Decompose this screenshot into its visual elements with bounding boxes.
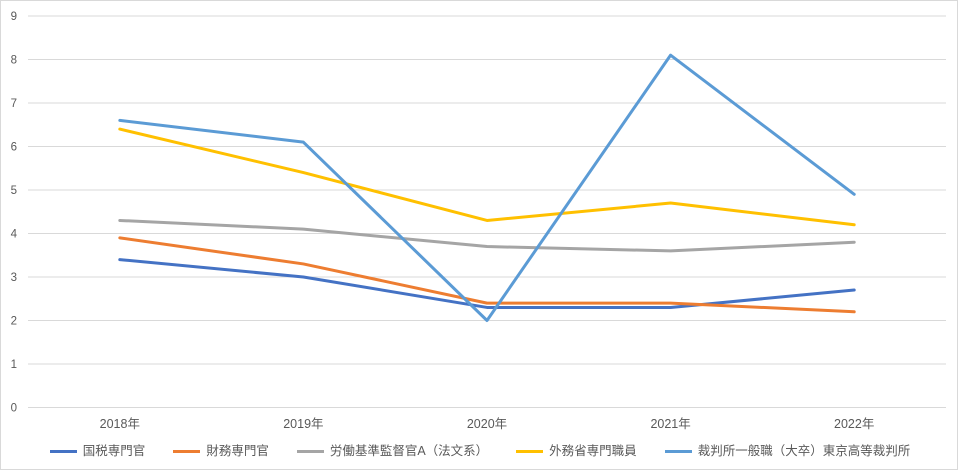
series-line-4	[118, 53, 856, 322]
x-axis-tick-label: 2019年	[283, 417, 323, 431]
legend-swatch-icon	[49, 449, 77, 453]
x-axis-tick-label: 2021年	[650, 417, 690, 431]
chart-legend: 国税専門官 財務専門官 労働基準監督官A（法文系） 外務省専門職員 裁判所一般職（大卒）…	[1, 441, 959, 461]
x-axis-tick-label: 2020年	[467, 417, 507, 431]
legend-item-1: 財務専門官	[173, 445, 269, 458]
legend-swatch-icon	[516, 449, 544, 453]
legend-item-4: 裁判所一般職（大卒）東京高等裁判所	[664, 443, 911, 458]
y-axis-tick-label: 9	[11, 11, 17, 23]
y-axis-tick-label: 1	[11, 359, 17, 371]
legend-label: 外務省専門職員	[549, 443, 637, 458]
series-line-2	[118, 218, 856, 253]
y-axis-tick-label: 7	[11, 98, 17, 110]
series-line-1	[118, 236, 856, 314]
y-axis-tick-label: 8	[11, 55, 17, 67]
legend-swatch-icon	[173, 449, 201, 453]
y-axis-tick-label: 2	[11, 316, 17, 328]
legend-label: 国税専門官	[82, 443, 146, 458]
y-axis-tick-label: 5	[11, 185, 17, 197]
y-axis-tick-label: 0	[11, 403, 17, 415]
legend-item-0: 国税専門官	[49, 443, 146, 458]
y-axis-tick-label: 4	[11, 229, 18, 241]
y-axis-tick-label: 3	[11, 272, 17, 284]
legend-item-3: 外務省専門職員	[516, 445, 637, 458]
legend-swatch-icon	[664, 449, 692, 453]
legend-label: 労働基準監督官A（法文系）	[329, 443, 489, 458]
plot-area: 0 1 2 3 4 5 6 7 8 9 2018年 2019年 2020年 2021年 2022年	[11, 11, 946, 431]
legend-swatch-icon	[296, 449, 324, 453]
legend-label: 財務専門官	[206, 443, 269, 458]
legend-label: 裁判所一般職（大卒）東京高等裁判所	[697, 443, 911, 458]
series-line-0	[118, 258, 856, 309]
series-line-3	[118, 127, 856, 227]
x-axis-tick-label: 2022年	[834, 417, 874, 431]
x-axis-tick-label: 2018年	[100, 417, 140, 431]
y-axis-tick-label: 6	[11, 142, 17, 154]
legend-item-2: 労働基準監督官A（法文系）	[296, 443, 489, 458]
